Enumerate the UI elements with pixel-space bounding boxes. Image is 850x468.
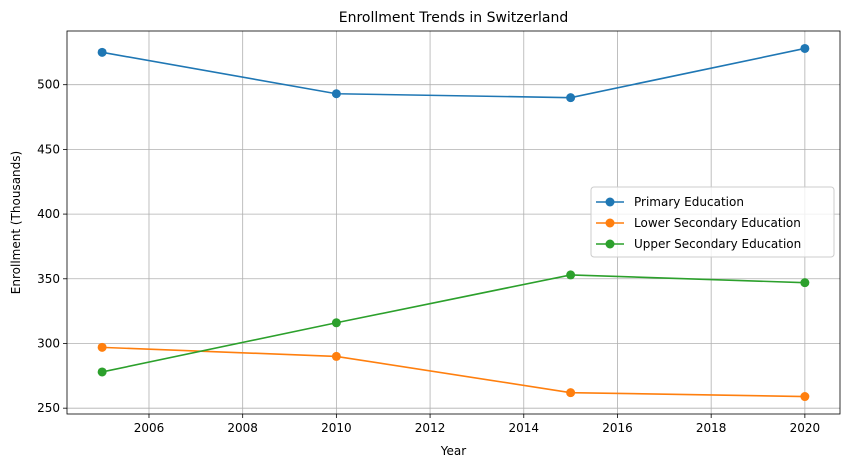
series-line: [101, 47, 806, 99]
y-axis-label: Enrollment (Thousands): [9, 151, 23, 294]
series-line: [101, 274, 805, 373]
data-point: [800, 392, 810, 402]
data-point: [331, 318, 341, 328]
ticks: 2006 2008 2010 2012 2014 2016 2018 2020 250 300 35…: [37, 78, 820, 435]
chart-title: Enrollment Trends in Switzerland: [339, 10, 569, 26]
data-point: [331, 351, 341, 361]
legend-label: Primary Education: [634, 195, 744, 209]
series-2: [97, 270, 810, 377]
y-tick-label: 400: [37, 207, 60, 221]
series-layer: [97, 43, 810, 402]
legend-label: Upper Secondary Education: [634, 237, 801, 251]
series-0: [97, 43, 810, 103]
data-point: [97, 47, 107, 57]
data-point: [331, 89, 341, 99]
data-point: [566, 270, 576, 280]
series-line: [102, 346, 805, 398]
x-tick-label: 2014: [508, 421, 539, 435]
y-tick-label: 300: [37, 336, 60, 350]
data-point: [800, 43, 810, 53]
y-tick-label: 250: [37, 401, 60, 415]
plot-area: [66, 30, 841, 415]
legend-label: Lower Secondary Education: [634, 216, 801, 230]
y-tick-label: 500: [37, 78, 60, 92]
legend-item: Primary Education: [596, 195, 744, 209]
legend-marker: [605, 239, 615, 249]
data-point: [566, 93, 576, 103]
data-point: [566, 388, 576, 398]
y-tick-label: 350: [37, 272, 60, 286]
x-axis-label: Year: [440, 444, 466, 458]
data-point: [97, 342, 107, 352]
series-1: [97, 342, 810, 402]
x-tick-label: 2016: [602, 421, 633, 435]
legend: Primary Education Lower Secondary Educati…: [590, 186, 835, 258]
x-tick-label: 2012: [415, 421, 446, 435]
x-tick-label: 2020: [790, 421, 821, 435]
legend-marker: [605, 197, 615, 207]
x-tick-label: 2010: [321, 421, 352, 435]
legend-item: Lower Secondary Education: [596, 216, 801, 230]
legend-item: Upper Secondary Education: [596, 237, 801, 251]
legend-marker: [605, 218, 615, 228]
y-tick-label: 450: [37, 142, 60, 156]
data-point: [800, 278, 810, 288]
data-point: [97, 367, 107, 377]
x-tick-label: 2018: [696, 421, 727, 435]
legend-frame: [590, 186, 835, 258]
x-tick-label: 2008: [227, 421, 258, 435]
x-tick-label: 2006: [134, 421, 165, 435]
